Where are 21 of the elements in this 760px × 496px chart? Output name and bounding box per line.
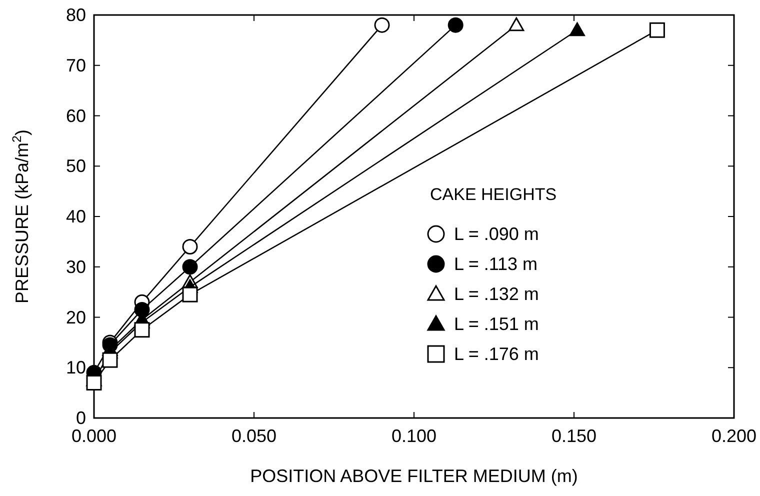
y-tick-label: 60 <box>66 106 86 126</box>
legend-label: L = .132 m <box>454 284 539 304</box>
y-tick-label: 10 <box>66 358 86 378</box>
legend-title: CAKE HEIGHTS <box>430 185 557 204</box>
x-tick-label: 0.150 <box>551 426 597 446</box>
y-tick-label: 70 <box>66 55 86 76</box>
y-tick-label: 20 <box>66 307 86 328</box>
y-tick-label: 30 <box>66 256 86 277</box>
legend-label: L = .176 m <box>454 344 539 364</box>
x-tick-label: 0.100 <box>391 426 437 446</box>
y-tick-label: 80 <box>66 5 86 25</box>
legend-label: L = .090 m <box>454 224 539 244</box>
x-axis-title: POSITION ABOVE FILTER MEDIUM (m) <box>250 466 578 486</box>
y-tick-label: 40 <box>66 206 86 226</box>
x-tick-label: 0.050 <box>231 426 277 446</box>
y-tick-label: 50 <box>66 156 86 176</box>
legend-label: L = .113 m <box>454 254 538 274</box>
x-tick-label: 0.200 <box>711 426 757 446</box>
legend-label: L = .151 m <box>454 314 539 334</box>
y-tick-label: 0 <box>76 408 86 428</box>
x-tick-label: 0.000 <box>71 426 117 446</box>
